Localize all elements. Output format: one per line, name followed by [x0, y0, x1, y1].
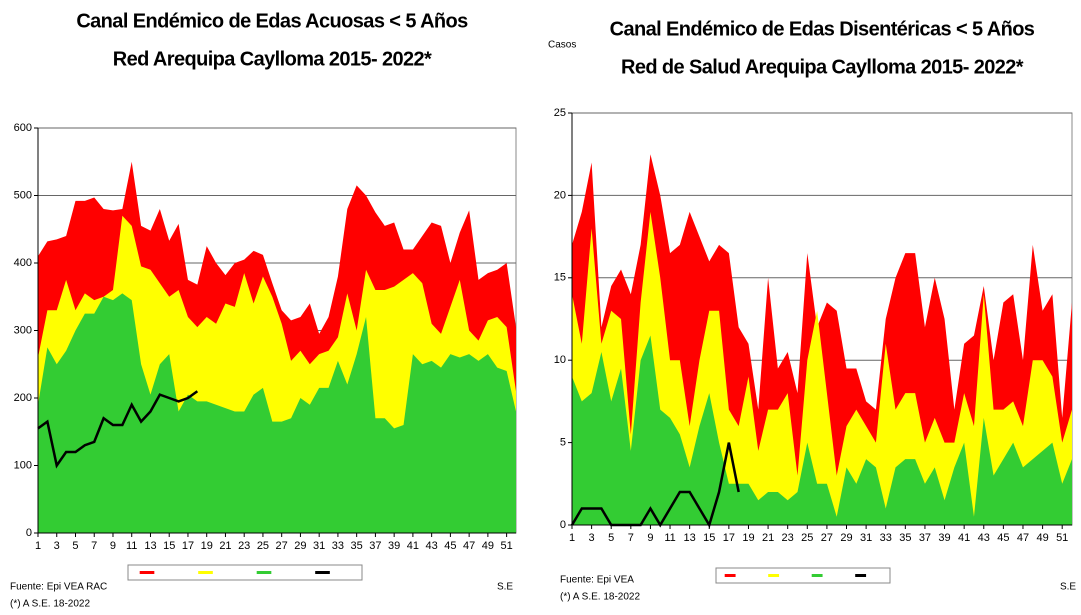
chart-title: Canal Endémico de Edas Disentéricas < 5 …: [610, 18, 1035, 40]
x-tick-label: 11: [664, 532, 675, 544]
x-tick-label: 39: [388, 540, 400, 552]
x-tick-label: 37: [369, 540, 381, 552]
x-tick-label: 19: [742, 532, 754, 544]
x-tick-label: 3: [54, 540, 60, 552]
y-tick-label: 500: [14, 189, 32, 201]
x-tick-label: 15: [703, 532, 715, 544]
x-tick-label: 17: [723, 532, 735, 544]
footnote: (*) A S.E. 18-2022: [10, 599, 90, 610]
y-tick-label: 5: [560, 437, 566, 449]
x-tick-label: 39: [938, 532, 950, 544]
x-tick-label: 27: [276, 540, 288, 552]
legend-swatch: [855, 574, 867, 577]
y-tick-label: 15: [554, 272, 566, 284]
legend: [127, 564, 363, 581]
x-tick-label: 25: [257, 540, 269, 552]
x-tick-label: 31: [860, 532, 872, 544]
x-tick-label: 17: [182, 540, 194, 552]
x-tick-label: 51: [1056, 532, 1068, 544]
x-tick-label: 13: [684, 532, 696, 544]
area: [572, 335, 1072, 525]
x-tick-label: 45: [444, 540, 456, 552]
x-tick-label: 21: [219, 540, 231, 552]
x-tick-label: 3: [589, 532, 595, 544]
legend-swatch: [315, 571, 330, 574]
x-tick-label: 11: [126, 540, 137, 552]
source-note: Fuente: Epi VEA RAC: [10, 582, 107, 593]
current-line: [37, 390, 199, 469]
x-tick-label: 5: [608, 532, 614, 544]
x-tick-label: 33: [880, 532, 892, 544]
x-tick-label: 27: [821, 532, 833, 544]
x-tick-label: 49: [1036, 532, 1048, 544]
y-tick-label: 200: [14, 392, 32, 404]
y-tick-label: 20: [554, 189, 566, 201]
x-tick-label: 19: [201, 540, 213, 552]
chart-title: Canal Endémico de Edas Acuosas < 5 Años: [76, 10, 468, 32]
x-tick-label: 7: [628, 532, 634, 544]
legend-swatch: [724, 574, 736, 577]
x-tick-label: 37: [919, 532, 931, 544]
chart: Canal Endémico de Edas Disentéricas < 5 …: [548, 18, 1076, 602]
legend-swatch: [256, 571, 272, 574]
y-tick-label: 0: [26, 527, 32, 539]
x-tick-label: 35: [899, 532, 911, 544]
area: [38, 293, 516, 533]
y-tick-label: 10: [554, 354, 566, 366]
y-tick-label: 100: [14, 459, 32, 471]
x-tick-label: 51: [501, 540, 513, 552]
x-tick-label: 43: [978, 532, 990, 544]
x-tick-label: 47: [463, 540, 475, 552]
x-tick-label: 41: [958, 532, 970, 544]
x-tick-label: 9: [647, 532, 653, 544]
chart-title: Red Arequipa Caylloma 2015- 2022*: [113, 48, 432, 70]
x-tick-label: 23: [238, 540, 250, 552]
x-tick-label: 49: [482, 540, 494, 552]
x-axis-label: S.E: [497, 582, 513, 593]
x-tick-label: 29: [840, 532, 852, 544]
x-tick-label: 33: [332, 540, 344, 552]
x-tick-label: 9: [110, 540, 116, 552]
legend-swatch: [139, 571, 155, 574]
chart-title: Red de Salud Arequipa Caylloma 2015- 202…: [621, 56, 1024, 78]
x-tick-label: 13: [144, 540, 156, 552]
y-tick-label: 600: [14, 122, 32, 134]
legend-swatch: [198, 571, 213, 574]
x-tick-label: 47: [1017, 532, 1029, 544]
x-tick-label: 41: [407, 540, 419, 552]
x-tick-label: 1: [569, 532, 575, 544]
legend: [715, 567, 891, 584]
footnote: (*) A S.E. 18-2022: [560, 592, 640, 603]
x-tick-label: 31: [313, 540, 325, 552]
x-tick-label: 29: [294, 540, 306, 552]
y-tick-label: 300: [14, 324, 32, 336]
chart: Canal Endémico de Edas Acuosas < 5 Años R…: [10, 10, 517, 610]
legend-swatch: [811, 574, 823, 577]
x-tick-label: 25: [801, 532, 813, 544]
x-tick-label: 23: [782, 532, 794, 544]
x-tick-label: 45: [997, 532, 1009, 544]
y-tick-label: 25: [554, 107, 566, 119]
x-tick-label: 43: [426, 540, 438, 552]
current-line: [570, 442, 740, 529]
x-tick-label: 5: [72, 540, 78, 552]
x-tick-label: 21: [762, 532, 774, 544]
legend-swatch: [768, 574, 780, 577]
y-tick-label: 0: [560, 519, 566, 531]
x-axis-label: S.E: [1060, 582, 1076, 593]
x-tick-label: 15: [163, 540, 175, 552]
source-note: Fuente: Epi VEA: [560, 575, 634, 586]
x-tick-label: 35: [351, 540, 363, 552]
y-axis-label: Casos: [548, 40, 576, 51]
x-tick-label: 1: [35, 540, 41, 552]
x-tick-label: 7: [91, 540, 97, 552]
y-tick-label: 400: [14, 257, 32, 269]
